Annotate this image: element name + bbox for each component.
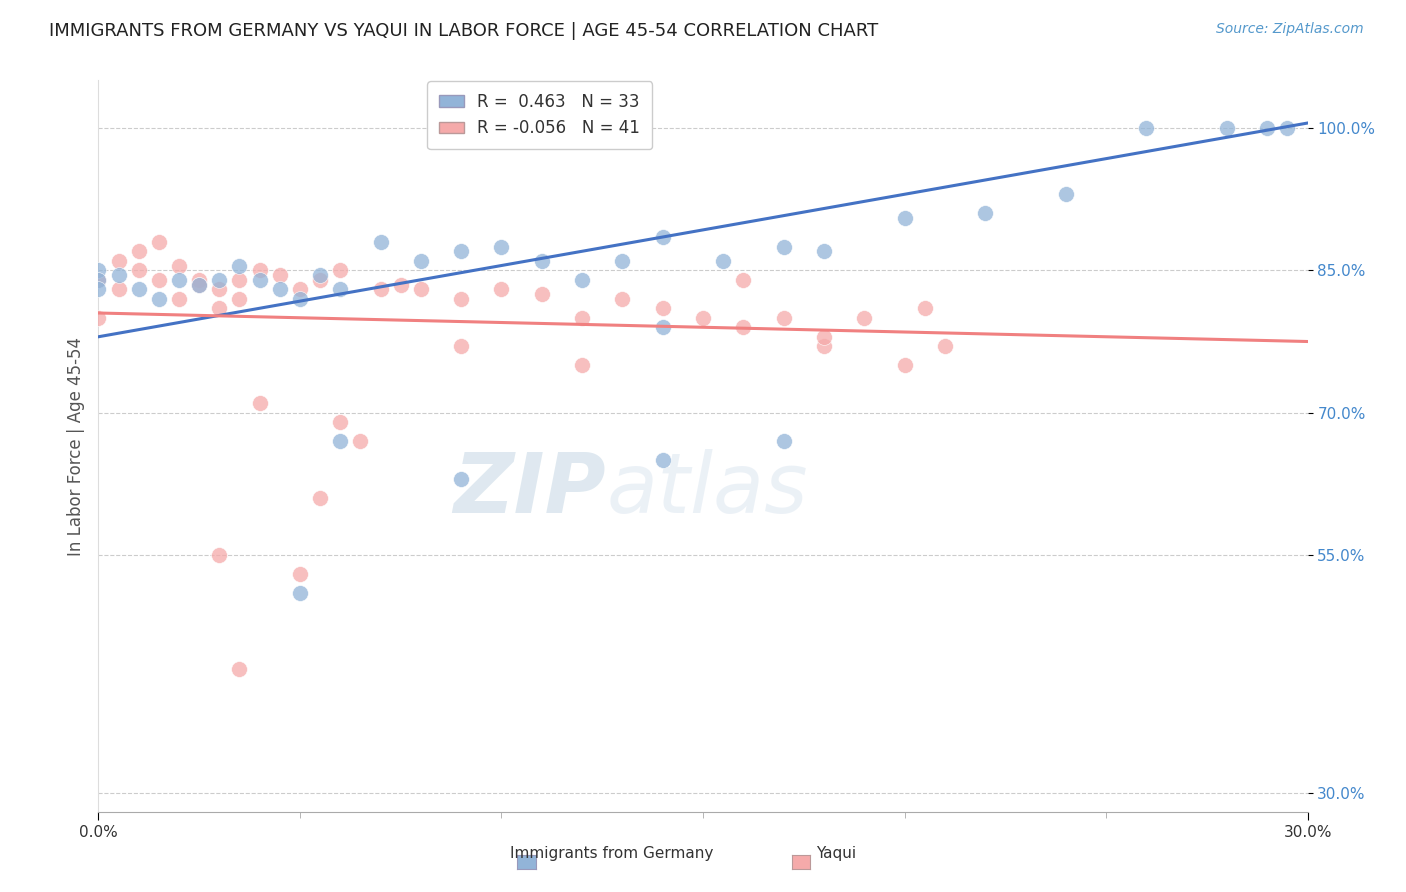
Point — [651, 453, 673, 467]
Point — [228, 259, 250, 273]
Point — [329, 434, 352, 449]
Point — [772, 310, 794, 325]
Point — [491, 282, 513, 296]
Point — [1135, 120, 1157, 135]
Point — [309, 268, 332, 282]
Point — [208, 273, 231, 287]
Point — [450, 472, 472, 486]
Point — [249, 273, 271, 287]
Point — [269, 268, 291, 282]
Point — [893, 358, 915, 372]
Text: IMMIGRANTS FROM GERMANY VS YAQUI IN LABOR FORCE | AGE 45-54 CORRELATION CHART: IMMIGRANTS FROM GERMANY VS YAQUI IN LABO… — [49, 22, 879, 40]
Text: Source: ZipAtlas.com: Source: ZipAtlas.com — [1216, 22, 1364, 37]
Point — [651, 320, 673, 334]
Point — [934, 339, 956, 353]
Point — [288, 282, 311, 296]
Point — [1277, 120, 1299, 135]
Point — [309, 491, 332, 506]
Point — [228, 292, 250, 306]
Point — [329, 263, 352, 277]
Text: ZIP: ZIP — [454, 450, 606, 531]
Legend: R =  0.463   N = 33, R = -0.056   N = 41: R = 0.463 N = 33, R = -0.056 N = 41 — [427, 81, 652, 149]
Point — [1216, 120, 1239, 135]
Point — [1256, 120, 1278, 135]
Point — [269, 282, 291, 296]
Point — [128, 282, 150, 296]
Point — [651, 301, 673, 316]
Point — [612, 292, 634, 306]
Point — [450, 339, 472, 353]
Point — [530, 253, 553, 268]
Point — [107, 268, 129, 282]
Point — [228, 273, 250, 287]
Point — [188, 273, 211, 287]
Point — [87, 263, 110, 277]
Point — [309, 273, 332, 287]
Point — [914, 301, 936, 316]
Point — [853, 310, 876, 325]
Point — [288, 567, 311, 582]
Point — [409, 253, 432, 268]
Point — [148, 292, 170, 306]
Point — [571, 310, 593, 325]
Point — [571, 273, 593, 287]
Text: Immigrants from Germany: Immigrants from Germany — [510, 847, 713, 861]
Point — [107, 253, 129, 268]
Point — [893, 211, 915, 225]
Y-axis label: In Labor Force | Age 45-54: In Labor Force | Age 45-54 — [66, 336, 84, 556]
Point — [370, 235, 392, 249]
Point — [974, 206, 997, 220]
Point — [87, 273, 110, 287]
Point — [249, 396, 271, 410]
Point — [349, 434, 371, 449]
Point — [409, 282, 432, 296]
Point — [188, 277, 211, 292]
Point — [733, 273, 755, 287]
Point — [148, 273, 170, 287]
Point — [813, 339, 835, 353]
Point — [711, 253, 734, 268]
Point — [288, 586, 311, 600]
Point — [167, 273, 190, 287]
Point — [288, 292, 311, 306]
Point — [249, 263, 271, 277]
Text: atlas: atlas — [606, 450, 808, 531]
Point — [450, 244, 472, 259]
Point — [813, 244, 835, 259]
Point — [228, 662, 250, 676]
Point — [651, 230, 673, 244]
Point — [389, 277, 412, 292]
Point — [167, 259, 190, 273]
Point — [772, 239, 794, 253]
Point — [571, 358, 593, 372]
Point — [188, 277, 211, 292]
Point — [208, 301, 231, 316]
Point — [167, 292, 190, 306]
Point — [128, 263, 150, 277]
Point — [813, 330, 835, 344]
Point — [208, 282, 231, 296]
Point — [491, 239, 513, 253]
Point — [530, 287, 553, 301]
Point — [612, 253, 634, 268]
Point — [87, 310, 110, 325]
Point — [128, 244, 150, 259]
Text: Yaqui: Yaqui — [817, 847, 856, 861]
Point — [329, 415, 352, 429]
Point — [733, 320, 755, 334]
Point — [87, 282, 110, 296]
Point — [107, 282, 129, 296]
Point — [450, 292, 472, 306]
Point — [692, 310, 714, 325]
Point — [148, 235, 170, 249]
Point — [329, 282, 352, 296]
Point — [772, 434, 794, 449]
Point — [87, 273, 110, 287]
Point — [370, 282, 392, 296]
Point — [1054, 187, 1077, 202]
Point — [208, 548, 231, 562]
